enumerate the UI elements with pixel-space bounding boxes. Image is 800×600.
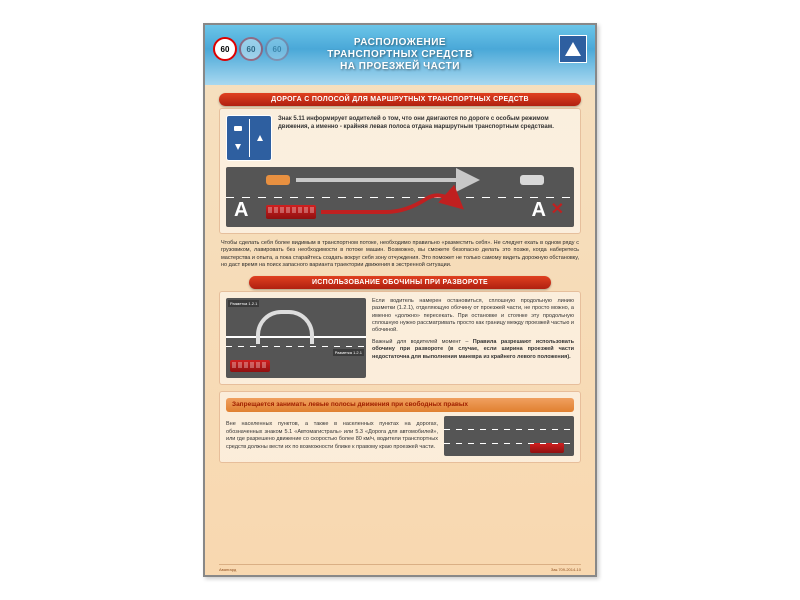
bus-icon-2	[230, 360, 270, 372]
section2-para2-lead: Важный для водителей момент –	[372, 339, 473, 345]
trajectory-arrows	[226, 167, 574, 227]
speed-sign-60-faded: 60	[239, 37, 263, 61]
footer-right: Зак.709-2014-10	[551, 567, 581, 572]
section2-body: Разметка 1.2.1 Разметка 1.2.1 Если водит…	[219, 291, 581, 385]
poster-container: 60 60 60 РАСПОЛОЖЕНИЕ ТРАНСПОРТНЫХ СРЕДС…	[203, 23, 597, 577]
section1-body: Знак 5.11 информирует водителей о том, ч…	[219, 108, 581, 234]
section1-intro: Знак 5.11 информирует водителей о том, ч…	[278, 115, 574, 161]
poster-content: ДОРОГА С ПОЛОСОЙ ДЛЯ МАРШРУТНЫХ ТРАНСПОР…	[205, 85, 595, 471]
sign-5-11-icon	[226, 115, 272, 161]
title-line-2: ТРАНСПОРТНЫХ СРЕДСТВ	[327, 49, 473, 61]
marking-label-1: Разметка 1.2.1	[228, 300, 259, 307]
main-title: РАСПОЛОЖЕНИЕ ТРАНСПОРТНЫХ СРЕДСТВ НА ПРО…	[327, 37, 473, 73]
section3-body: Запрещается занимать левые полосы движен…	[219, 391, 581, 463]
section1-header: ДОРОГА С ПОЛОСОЙ ДЛЯ МАРШРУТНЫХ ТРАНСПОР…	[219, 93, 581, 106]
section2-header: ИСПОЛЬЗОВАНИЕ ОБОЧИНЫ ПРИ РАЗВОРОТЕ	[249, 276, 551, 289]
uturn-arrow-icon	[256, 310, 314, 344]
speed-sign-group: 60 60 60	[213, 37, 289, 61]
cross-mark-icon: ✕	[551, 200, 564, 221]
section2-para2: Важный для водителей момент – Правила ра…	[372, 339, 574, 361]
speed-sign-60: 60	[213, 37, 237, 61]
poster-header: 60 60 60 РАСПОЛОЖЕНИЕ ТРАНСПОРТНЫХ СРЕДС…	[205, 25, 595, 85]
speed-sign-60-faded2: 60	[265, 37, 289, 61]
section3-header: Запрещается занимать левые полосы движен…	[226, 398, 574, 412]
road-diagram-3	[444, 416, 574, 456]
middle-paragraph: Чтобы сделать себя более видимым в транс…	[221, 240, 579, 270]
marking-label-2: Разметка 1.2.1	[333, 349, 364, 356]
section3-para: Вне населенных пунктов, а также в населе…	[226, 421, 438, 451]
title-line-3: НА ПРОЕЗЖЕЙ ЧАСТИ	[327, 61, 473, 73]
title-line-1: РАСПОЛОЖЕНИЕ	[327, 37, 473, 49]
section2-para1: Если водитель намерен остановиться, спло…	[372, 298, 574, 335]
road-diagram-1: А А ✕	[226, 167, 574, 227]
bus-icon-3	[530, 443, 564, 453]
footer-left: Авангард	[219, 567, 236, 572]
pedestrian-sign-icon	[559, 35, 587, 63]
road-diagram-2: Разметка 1.2.1 Разметка 1.2.1	[226, 298, 366, 378]
poster-footer: Авангард Зак.709-2014-10	[219, 564, 581, 572]
